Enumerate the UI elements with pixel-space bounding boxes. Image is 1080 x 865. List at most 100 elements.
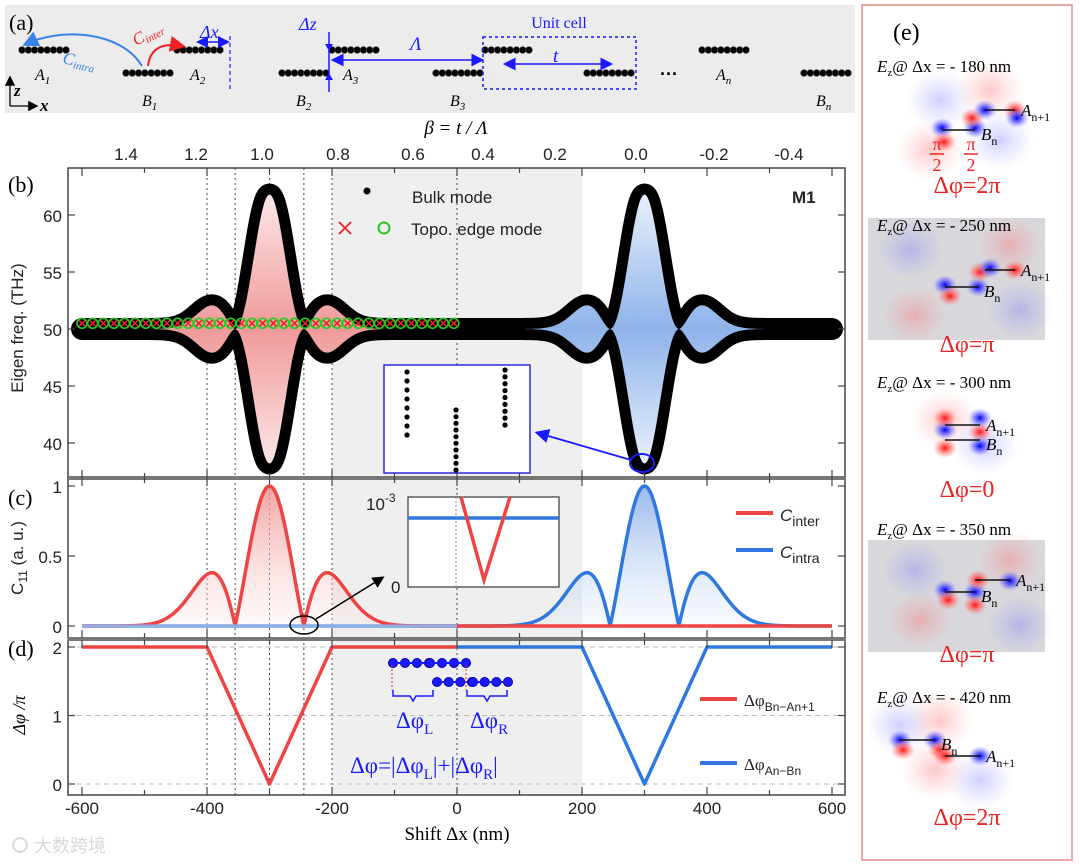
dimer-particle [432, 69, 440, 77]
inset-point [502, 367, 508, 373]
site-label-b-n: Bn [986, 435, 1002, 458]
dimer-particle [470, 69, 478, 77]
field-map-item: Ez@ Δx = - 350 nm An+1 Bn Δφ=π [868, 520, 1054, 668]
inset-point [502, 422, 508, 428]
dimer-particle [519, 46, 527, 54]
dimer-particle [284, 69, 292, 77]
dimer-particle [717, 46, 725, 54]
field-halo [906, 690, 974, 750]
dimer-particle [583, 69, 591, 77]
annotation-dimers [388, 658, 513, 687]
dimer-particle [463, 69, 472, 77]
edge-mode-cross [439, 319, 448, 328]
dimer-particle [608, 69, 616, 77]
half-pi-denominator: 2 [933, 155, 942, 175]
dimer-particle [134, 69, 143, 77]
field-halo [886, 590, 954, 650]
dimer-particle [723, 46, 731, 54]
dimer-particle [487, 46, 495, 54]
dimer-particle [438, 69, 446, 77]
watermark-logo-icon [12, 837, 28, 853]
y-axis-title-c: C11 (a. u.) [8, 521, 30, 595]
legend-c-inter-label: Cinter [780, 506, 820, 529]
dimer-particle [372, 46, 380, 54]
field-lobe [936, 590, 960, 610]
dimer-particle [24, 46, 32, 54]
legend-d-blue-label: ΔφAn−Bn [744, 755, 801, 778]
unit-cell-box [482, 36, 637, 90]
beta-axis-title: β = t / Λ [423, 118, 488, 139]
legend-bulk-label: Bulk mode [412, 188, 492, 207]
inset-point [404, 405, 410, 411]
edge-mode-cross [354, 319, 363, 328]
edge-mode-cross [269, 319, 278, 328]
field-map-label: Ez@ Δx = - 420 nm [876, 688, 1011, 710]
legend-edge-label: Topo. edge mode [411, 220, 542, 239]
panel-a-schematic: (a) A1 B1 A2 B2 A3 B3 An Bn ··· Cintra C… [4, 5, 855, 115]
dimer-particle [197, 46, 206, 54]
dimer-particle [62, 46, 70, 54]
dimer-particle [614, 69, 623, 77]
dimer-particle [347, 46, 355, 54]
dimer-particle [353, 46, 361, 54]
dimer-particle [621, 69, 629, 77]
dimer-particle [128, 69, 136, 77]
watermark-text: 大数跨境 [34, 836, 106, 857]
panel-a-label: (a) [9, 10, 33, 35]
c-y-tick-label: 0.5 [38, 548, 62, 567]
site-label-bn: Bn [816, 93, 832, 113]
beta-tick-label: 0.6 [401, 145, 425, 164]
phase-difference-label: Δφ=π [940, 332, 995, 358]
beta-tick-label: 1.0 [250, 145, 274, 164]
dimer-particle [278, 69, 286, 77]
phase-formula: Δφ=|ΔφL|+|ΔφR| [350, 753, 498, 783]
dimer-particle [800, 69, 808, 77]
site-label-an: An [715, 67, 732, 87]
panel-a-background [5, 5, 855, 113]
dimer-particle [512, 46, 521, 54]
beta-tick-label: 0.2 [543, 145, 567, 164]
beta-tick-label: -0.2 [699, 145, 728, 164]
dimer-particle [589, 69, 597, 77]
dimer-particle [742, 46, 750, 54]
dimer-particle [340, 46, 349, 54]
dimer-particle [185, 46, 193, 54]
dimer-particle [334, 46, 342, 54]
inset-point [502, 415, 508, 421]
edge-mode-cross [364, 319, 373, 328]
x-tick-label: 400 [693, 799, 721, 818]
dimer-particle [210, 46, 218, 54]
dimer-particle [493, 46, 502, 54]
inset-point [453, 440, 459, 446]
panel-e-field-maps: (e) Ez@ Δx = - 180 nmAn+1BnΔφ=2ππ2π2Ez@ … [861, 4, 1073, 861]
edge-mode-cross [247, 319, 257, 328]
dimer-particle [704, 46, 712, 54]
zoom-circle-c [289, 615, 319, 635]
dimer-particle [216, 46, 224, 54]
field-map-item: Ez@ Δx = - 420 nm An+1 Bn Δφ=2π [866, 688, 1015, 831]
dimer-particle [141, 69, 149, 77]
field-lobe [933, 438, 957, 458]
dimer-particle [166, 69, 174, 77]
inset-c-ytick-bottom: 0 [391, 578, 400, 597]
edge-mode-cross [417, 319, 427, 328]
dimer-particle [37, 46, 45, 54]
inset-point [453, 420, 459, 426]
beta-tick-label: 1.4 [114, 145, 138, 164]
panel-d-label: (d) [8, 636, 34, 661]
field-map-label: Ez@ Δx = - 180 nm [876, 57, 1011, 79]
site-label-a-n1: An+1 [985, 747, 1015, 770]
dimer-particle [602, 69, 610, 77]
panel-c-inset: 10-3 0 [289, 491, 560, 635]
edge-mode-cross [428, 319, 437, 328]
dimer-particle [812, 69, 821, 77]
field-map-item: Ez@ Δx = - 250 nm An+1 Bn Δφ=π [868, 215, 1054, 358]
inset-b-points [404, 367, 508, 473]
site-label-a-n1: An+1 [1015, 571, 1045, 594]
legend-d-red-label: ΔφBn−An+1 [744, 691, 815, 714]
dimer-particle [290, 69, 299, 77]
phi-r-label: ΔφR [470, 708, 508, 738]
dimer-particle [825, 69, 833, 77]
